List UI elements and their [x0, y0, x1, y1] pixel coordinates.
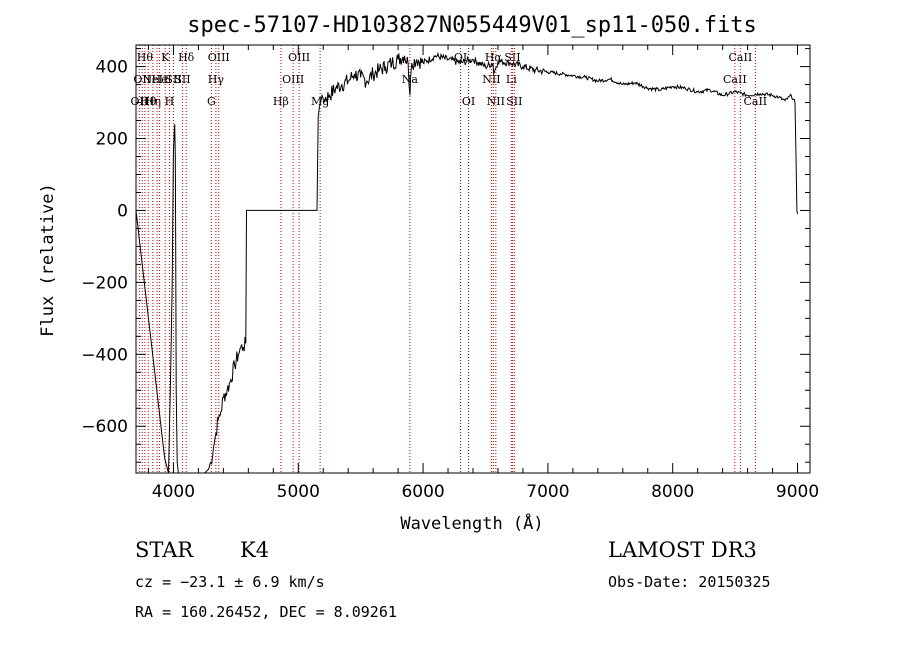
- y-tick-label: 400: [96, 58, 128, 78]
- radec-text: RA = 160.26452, DEC = 8.09261: [135, 603, 397, 621]
- line-label: CaII: [743, 95, 767, 108]
- line-label: Hη: [145, 95, 161, 108]
- x-tick-label: 5000: [277, 482, 320, 502]
- line-label: SII: [165, 73, 181, 86]
- y-tick-label: −200: [81, 273, 128, 293]
- x-tick-label: 7000: [526, 482, 569, 502]
- y-axis-label: Flux (relative): [38, 183, 58, 337]
- chart-title: spec-57107-HD103827N055449V01_sp11-050.f…: [187, 13, 757, 38]
- line-label: CaII: [723, 73, 747, 86]
- line-label: Hθ: [140, 95, 157, 108]
- line-label: Li: [506, 73, 517, 86]
- line-label: OIII: [288, 51, 310, 64]
- object-class: STAR: [135, 538, 194, 562]
- line-label: Hβ: [273, 95, 289, 108]
- line-label: Hθ: [137, 51, 154, 64]
- line-label: NeIII: [143, 73, 172, 86]
- line-label: OIII: [282, 73, 304, 86]
- line-label: K: [161, 51, 170, 64]
- x-tick-label: 9000: [776, 482, 819, 502]
- line-label: Hδ: [178, 51, 195, 64]
- line-label: NII: [487, 95, 505, 108]
- y-tick-label: 200: [96, 130, 128, 150]
- obs-date-text: Obs-Date: 20150325: [608, 573, 771, 591]
- y-tick-label: −400: [81, 345, 128, 365]
- x-tick-label: 4000: [152, 482, 195, 502]
- line-label: SII: [506, 95, 522, 108]
- x-axis-label: Wavelength (Å): [400, 512, 543, 534]
- plot-frame: [135, 44, 811, 474]
- line-label: Mg: [311, 95, 329, 108]
- line-label: H: [165, 95, 175, 108]
- line-label: Hγ: [208, 73, 225, 86]
- line-label: OII: [131, 95, 149, 108]
- x-tick-label: 6000: [401, 482, 444, 502]
- y-tick-label: −600: [81, 417, 128, 437]
- line-label: NII: [482, 73, 500, 86]
- y-tick-label: 0: [117, 201, 128, 221]
- line-label: OII: [133, 73, 151, 86]
- line-label: Hα: [485, 51, 503, 64]
- redshift-text: cz = −23.1 ± 6.9 km/s: [135, 573, 325, 591]
- object-subclass: K4: [240, 538, 270, 562]
- x-tick-label: 8000: [651, 482, 694, 502]
- spectrum-line: [135, 51, 798, 474]
- line-label: OI: [462, 95, 475, 108]
- line-label: He: [152, 73, 168, 86]
- line-label: SII: [174, 73, 190, 86]
- line-label: G: [207, 95, 216, 108]
- emission-line-markers: OIIOIIHθHθHηNeIIIHeKHSIISIIHδGHγOIIIHβOI…: [131, 45, 767, 473]
- survey-label: LAMOST DR3: [608, 538, 757, 562]
- line-label: CaII: [729, 51, 753, 64]
- line-label: OIII: [208, 51, 230, 64]
- axis-ticks: 4000 5000 6000 7000 8000 9000 −600 −400 −200 0 200…: [81, 45, 819, 502]
